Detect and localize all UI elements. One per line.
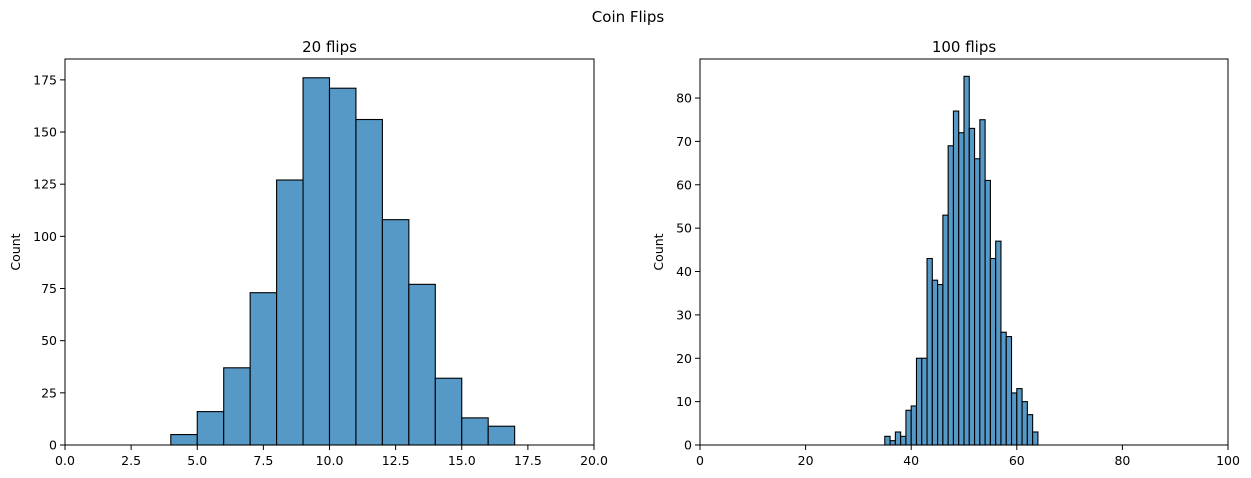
y-tick-label: 125 xyxy=(33,177,57,192)
histogram-bar xyxy=(963,75,970,446)
histogram-100-flips: 0 20 40 60 80 100 0 10 20 30 40 50 60 70 80 100 flips Co… xyxy=(651,38,1240,468)
y-tick-label: 150 xyxy=(33,125,57,140)
histogram-bar xyxy=(1005,336,1013,446)
histogram-bar xyxy=(937,283,944,446)
histogram-bar xyxy=(921,357,928,446)
x-tick-label: 0 xyxy=(696,453,704,468)
histogram-bar xyxy=(884,435,891,446)
y-tick-label: 40 xyxy=(676,264,692,279)
histogram-bar xyxy=(1016,388,1023,446)
axes-title: 100 flips xyxy=(932,38,997,56)
histogram-bar xyxy=(894,431,902,446)
y-tick-label: 50 xyxy=(676,221,692,236)
histogram-bar xyxy=(910,405,918,446)
x-tick-label: 80 xyxy=(1114,453,1130,468)
y-tick-label: 30 xyxy=(676,307,692,322)
x-tick-label: 60 xyxy=(1009,453,1025,468)
y-tick-label: 70 xyxy=(676,134,692,149)
histogram-bar xyxy=(196,411,225,446)
histogram-bar xyxy=(1000,331,1007,446)
histogram-bar xyxy=(487,425,516,446)
histogram-bar xyxy=(931,279,939,446)
histogram-bar xyxy=(328,87,357,446)
y-tick-label: 80 xyxy=(676,91,692,106)
histogram-bar xyxy=(1010,392,1018,446)
x-tick-label: 0.0 xyxy=(55,453,75,468)
y-tick-label: 100 xyxy=(33,229,57,244)
y-tick-label: 60 xyxy=(676,177,692,192)
figure-title: Coin Flips xyxy=(592,8,665,26)
histogram-bar xyxy=(381,219,410,446)
histogram-bar xyxy=(1021,401,1028,446)
axes-title: 20 flips xyxy=(302,38,357,56)
axes-frame xyxy=(699,58,1229,446)
histogram-bar xyxy=(952,110,960,446)
x-tick-label: 40 xyxy=(903,453,919,468)
histogram-bar xyxy=(979,119,986,446)
histogram-bar xyxy=(408,283,436,446)
x-tick-label: 5.0 xyxy=(187,453,207,468)
histogram-bar xyxy=(889,440,896,446)
y-tick-label: 25 xyxy=(41,385,57,400)
histogram-bar xyxy=(989,257,997,446)
x-tick-label: 12.5 xyxy=(382,453,410,468)
y-tick-label: 10 xyxy=(676,394,692,409)
x-tick-label: 100 xyxy=(1216,453,1240,468)
histogram-bar xyxy=(958,132,965,446)
y-tick-label: 75 xyxy=(41,281,57,296)
x-tick-label: 2.5 xyxy=(121,453,141,468)
histogram-bar xyxy=(434,377,463,446)
y-axis-label: Count xyxy=(8,233,23,270)
histogram-bar xyxy=(974,158,981,446)
x-tick-label: 7.5 xyxy=(253,453,273,468)
histogram-bar xyxy=(900,435,907,446)
y-tick-label: 175 xyxy=(33,72,57,87)
histogram-bar xyxy=(249,292,278,446)
histogram-bar xyxy=(276,179,304,446)
histogram-bar xyxy=(1026,414,1034,446)
histogram-bar xyxy=(355,118,383,446)
histogram-bar xyxy=(968,127,976,446)
y-tick-label: 0 xyxy=(684,438,692,453)
x-tick-label: 17.5 xyxy=(514,453,542,468)
x-tick-label: 20 xyxy=(798,453,814,468)
x-tick-label: 10.0 xyxy=(316,453,344,468)
y-tick-label: 0 xyxy=(49,438,57,453)
histogram-bar xyxy=(995,240,1002,446)
histogram-bar xyxy=(1032,431,1039,446)
x-tick-label: 15.0 xyxy=(448,453,476,468)
histogram-bar xyxy=(905,409,912,446)
histogram-bar xyxy=(926,257,933,446)
histogram-bar xyxy=(302,77,331,446)
histogram-20-flips: 0.0 2.5 5.0 7.5 10.0 12.5 15.0 17.5 20.0 0 25 50 75 1… xyxy=(8,38,608,468)
y-tick-label: 50 xyxy=(41,333,57,348)
y-tick-label: 20 xyxy=(676,351,692,366)
x-tick-label: 20.0 xyxy=(580,453,608,468)
histogram-bar xyxy=(947,145,954,446)
histogram-bar xyxy=(170,434,198,446)
histogram-bar xyxy=(984,179,991,446)
histogram-bar xyxy=(223,367,251,446)
histogram-bar xyxy=(942,214,949,446)
histogram-bar xyxy=(461,417,489,446)
y-axis-label: Count xyxy=(651,233,666,270)
histogram-bar xyxy=(915,357,923,446)
